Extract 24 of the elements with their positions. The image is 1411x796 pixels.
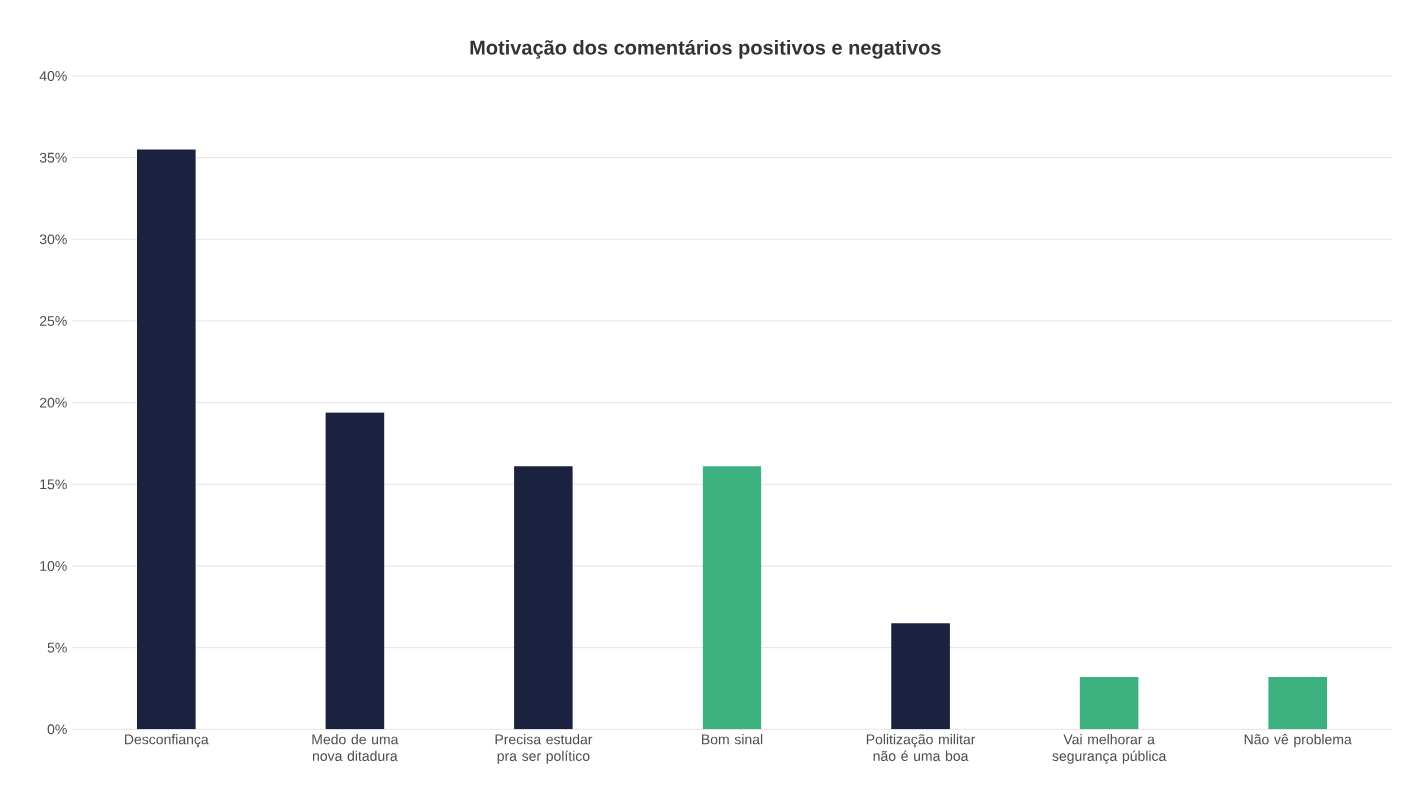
x-tick-label: Precisa estudar pra ser político (495, 734, 593, 764)
y-tick-label: 10% (40, 561, 67, 571)
x-tick-label: Bom sinal (702, 734, 763, 745)
x-tick-label: Politização militar não é uma boa (866, 734, 976, 761)
bar (325, 412, 385, 730)
bar (136, 149, 196, 730)
x-tick-label: Não vê problema (1244, 734, 1352, 748)
bar (514, 466, 573, 730)
y-tick-label: 30% (39, 234, 67, 245)
y-tick-label: 35% (39, 152, 67, 163)
bar (891, 623, 950, 730)
bar (1268, 677, 1328, 730)
y-tick-label: 5% (47, 642, 67, 653)
y-tick-label: 40% (39, 71, 67, 81)
y-tick-label: 25% (39, 316, 67, 326)
y-tick-label: 20% (39, 397, 67, 408)
x-tick-label: Desconfiança (125, 734, 209, 748)
bar (1079, 677, 1139, 730)
x-tick-label: Medo de uma nova ditadura (312, 734, 399, 761)
bar (702, 466, 762, 730)
x-tick-label: Vai melhorar a segurança pública (1052, 734, 1167, 764)
y-tick-label: 15% (40, 479, 67, 490)
y-tick-label: 0% (47, 724, 67, 735)
chart-title: Motivação dos comentários positivos e negativos (470, 39, 941, 59)
